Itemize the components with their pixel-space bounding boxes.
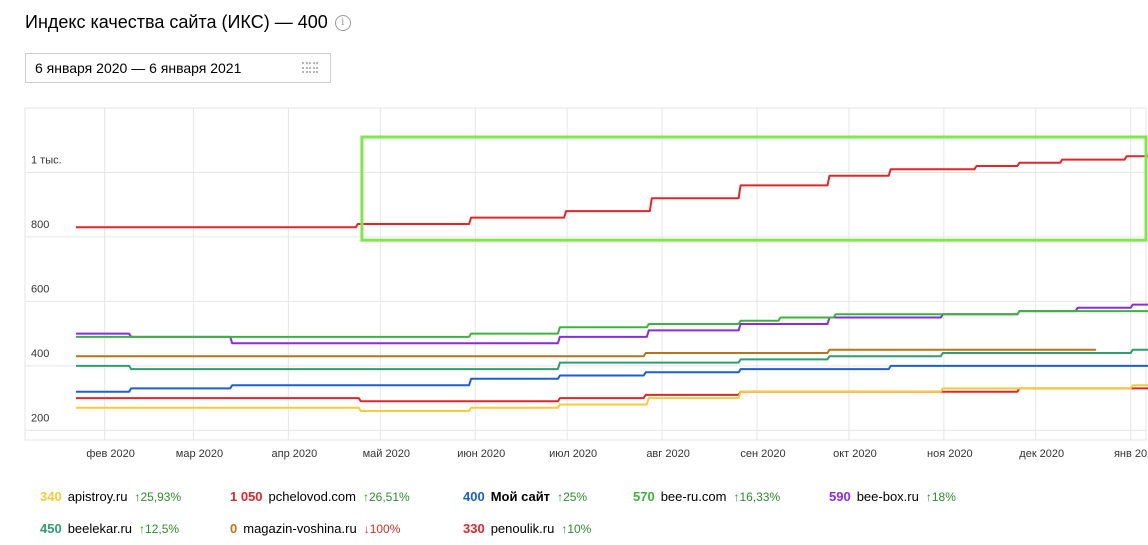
legend-change: ↑25% [557,489,588,504]
legend-value: 1 050 [230,488,263,504]
legend-site-name: Мой сайт [490,488,551,504]
legend-change: ↑26,51% [363,489,410,504]
legend-item[interactable]: 450 beelekar.ru ↑12,5% [40,521,230,536]
x-tick-label: окт 2020 [833,448,877,460]
legend-value: 340 [40,488,62,504]
date-range-label: 6 января 2020 — 6 января 2021 [35,60,242,76]
plot-area [24,107,1147,441]
legend-value: 570 [633,488,655,504]
legend-item[interactable]: 400 Мой сайт ↑25% [463,489,633,504]
legend-change: ↑16,33% [733,489,781,504]
legend-value: 330 [463,520,485,536]
x-tick-label: ноя 2020 [927,448,973,460]
legend-site-name: apistroy.ru [67,488,128,504]
legend-row: 340 apistroy.ru ↑25,93% 1 050 pchelovod.com ↑… [40,480,1140,512]
legend-value: 590 [829,488,851,504]
series-line-magazin-voshina-ru[interactable] [76,348,1096,358]
iks-chart: 200 400 600 800 1 тыс. фев 2020 мар 2020 апр 2… [24,107,1148,460]
legend-site-name: bee-ru.com [660,488,727,504]
legend-value: 400 [463,488,485,504]
legend-item[interactable]: 330 penoulik.ru ↑10% [463,521,633,536]
page-title: Индекс качества сайта (ИКС) — 400 [25,12,328,32]
legend-change: ↓100% [363,521,401,536]
y-tick-label: 800 [31,219,49,231]
series-line-beelekar-ru[interactable] [76,348,1148,371]
series-line-apistroy-ru[interactable] [76,384,1148,412]
x-tick-label: июн 2020 [457,448,505,460]
info-icon[interactable]: i [334,14,351,31]
y-tick-label: 400 [31,348,49,360]
y-axis-ticks: 200 400 600 800 1 тыс. [31,154,62,424]
series-line-bee-box-ru[interactable] [76,303,1148,345]
highlight-box [360,135,1148,242]
x-tick-label: июл 2020 [549,448,597,460]
chart-grid [24,107,1147,441]
calendar-icon[interactable] [302,62,319,74]
legend-change: ↑12,5% [139,521,180,536]
legend-site-name: pchelovod.com [268,488,356,504]
x-tick-label: дек 2020 [1019,448,1064,460]
chart-legend: 340 apistroy.ru ↑25,93% 1 050 pchelovod.com ↑… [40,480,1140,544]
x-tick-label: фев 2020 [86,448,135,460]
y-tick-label: 1 тыс. [31,154,62,166]
legend-change: ↑25,93% [134,489,182,504]
legend-change: ↑18% [925,489,956,504]
series-line-мой-сайт[interactable] [76,364,1148,393]
legend-item[interactable]: 570 bee-ru.com ↑16,33% [633,489,829,504]
legend-value: 0 [230,520,238,536]
x-tick-label: авг 2020 [646,448,690,460]
x-tick-label: мар 2020 [176,448,223,460]
x-tick-label: янв 2021 [1114,448,1148,460]
chart-series [76,155,1148,412]
y-tick-label: 200 [31,412,49,424]
title-row: Индекс качества сайта (ИКС) — 400 i [25,12,351,33]
legend-change: ↑10% [561,521,592,536]
legend-item[interactable]: 0 magazin-voshina.ru ↓100% [230,521,463,536]
highlight-layer [360,135,1148,242]
legend-item[interactable]: 340 apistroy.ru ↑25,93% [40,489,230,504]
legend-site-name: penoulik.ru [490,520,555,536]
legend-site-name: bee-box.ru [856,488,919,504]
series-line-penoulik-ru[interactable] [76,387,1148,403]
date-range-picker[interactable]: 6 января 2020 — 6 января 2021 [25,53,331,83]
y-tick-label: 600 [31,283,49,295]
series-line-pchelovod-com[interactable] [76,155,1148,229]
legend-site-name: beelekar.ru [67,520,133,536]
legend-item[interactable]: 1 050 pchelovod.com ↑26,51% [230,489,463,504]
legend-site-name: magazin-voshina.ru [243,520,357,536]
x-tick-label: сен 2020 [740,448,785,460]
x-tick-label: май 2020 [363,448,410,460]
series-line-bee-ru-com[interactable] [76,310,1148,338]
legend-value: 450 [40,520,62,536]
legend-item[interactable]: 590 bee-box.ru ↑18% [829,489,989,504]
legend-row: 450 beelekar.ru ↑12,5% 0 magazin-voshina.ru ↓… [40,512,1140,544]
x-axis-ticks: фев 2020 мар 2020 апр 2020 май 2020 июн 2020… [86,448,1148,460]
x-tick-label: апр 2020 [272,448,318,460]
